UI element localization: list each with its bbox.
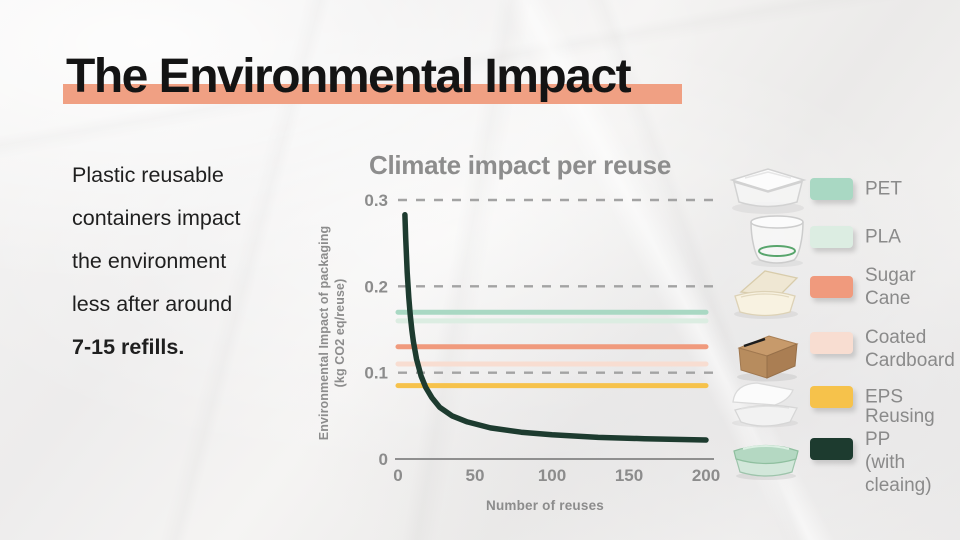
climate-impact-chart: Climate impact per reuse Environmental I… (300, 140, 730, 535)
chart-plot-area: 0.3 0.2 0.1 00 50 100 150 200 (364, 191, 720, 485)
svg-text:150: 150 (615, 466, 643, 485)
pla-cup-icon (750, 215, 804, 267)
sugar-cane-clamshell-icon (734, 270, 799, 319)
intro-emphasis: 7-15 refills. (72, 335, 185, 359)
eps-foam-clamshell-icon (732, 382, 798, 428)
reusable-pp-container-icon (733, 444, 799, 480)
svg-text:0: 0 (379, 450, 388, 469)
coated-cardboard-box-icon (737, 335, 799, 382)
legend-swatch-sugar-cane (810, 276, 853, 298)
legend-swatch-coated-cardboard (810, 332, 853, 354)
svg-text:0.2: 0.2 (364, 277, 388, 296)
legend-swatch-reusing-pp (810, 438, 853, 460)
legend-label-coated-cardboard: Coated Cardboard (865, 327, 955, 371)
svg-text:0.3: 0.3 (364, 191, 388, 210)
intro-line: less after around (72, 292, 233, 316)
intro-line: Plastic reusable (72, 163, 224, 187)
x-axis-label: Number of reuses (486, 498, 604, 513)
legend-label-reusing-pp: Reusing PP (with cleaing) (865, 406, 935, 496)
intro-line: containers impact (72, 206, 241, 230)
legend-swatch-pla (810, 226, 853, 248)
legend-swatch-pet (810, 178, 853, 200)
svg-text:100: 100 (538, 466, 566, 485)
svg-text:200: 200 (692, 466, 720, 485)
intro-line: the environment (72, 249, 227, 273)
pet-container-icon (729, 168, 807, 214)
chart-title: Climate impact per reuse (368, 150, 672, 180)
legend-label-pla: PLA (865, 226, 901, 248)
svg-text:50: 50 (466, 466, 485, 485)
intro-text: Plastic reusable containers impact the e… (72, 154, 241, 369)
legend-label-pet: PET (865, 178, 902, 200)
page-title: The Environmental Impact (66, 50, 632, 103)
legend-label-eps: EPS (865, 386, 904, 408)
svg-text:0.1: 0.1 (364, 364, 388, 383)
legend-label-sugar-cane: Sugar Cane (865, 265, 916, 309)
svg-text:0: 0 (393, 466, 402, 485)
title-highlight-bar (63, 84, 682, 104)
legend-swatch-eps (810, 386, 853, 408)
chart-legend: PET PLA Sugar Cane Coated Cardboar (723, 152, 958, 496)
